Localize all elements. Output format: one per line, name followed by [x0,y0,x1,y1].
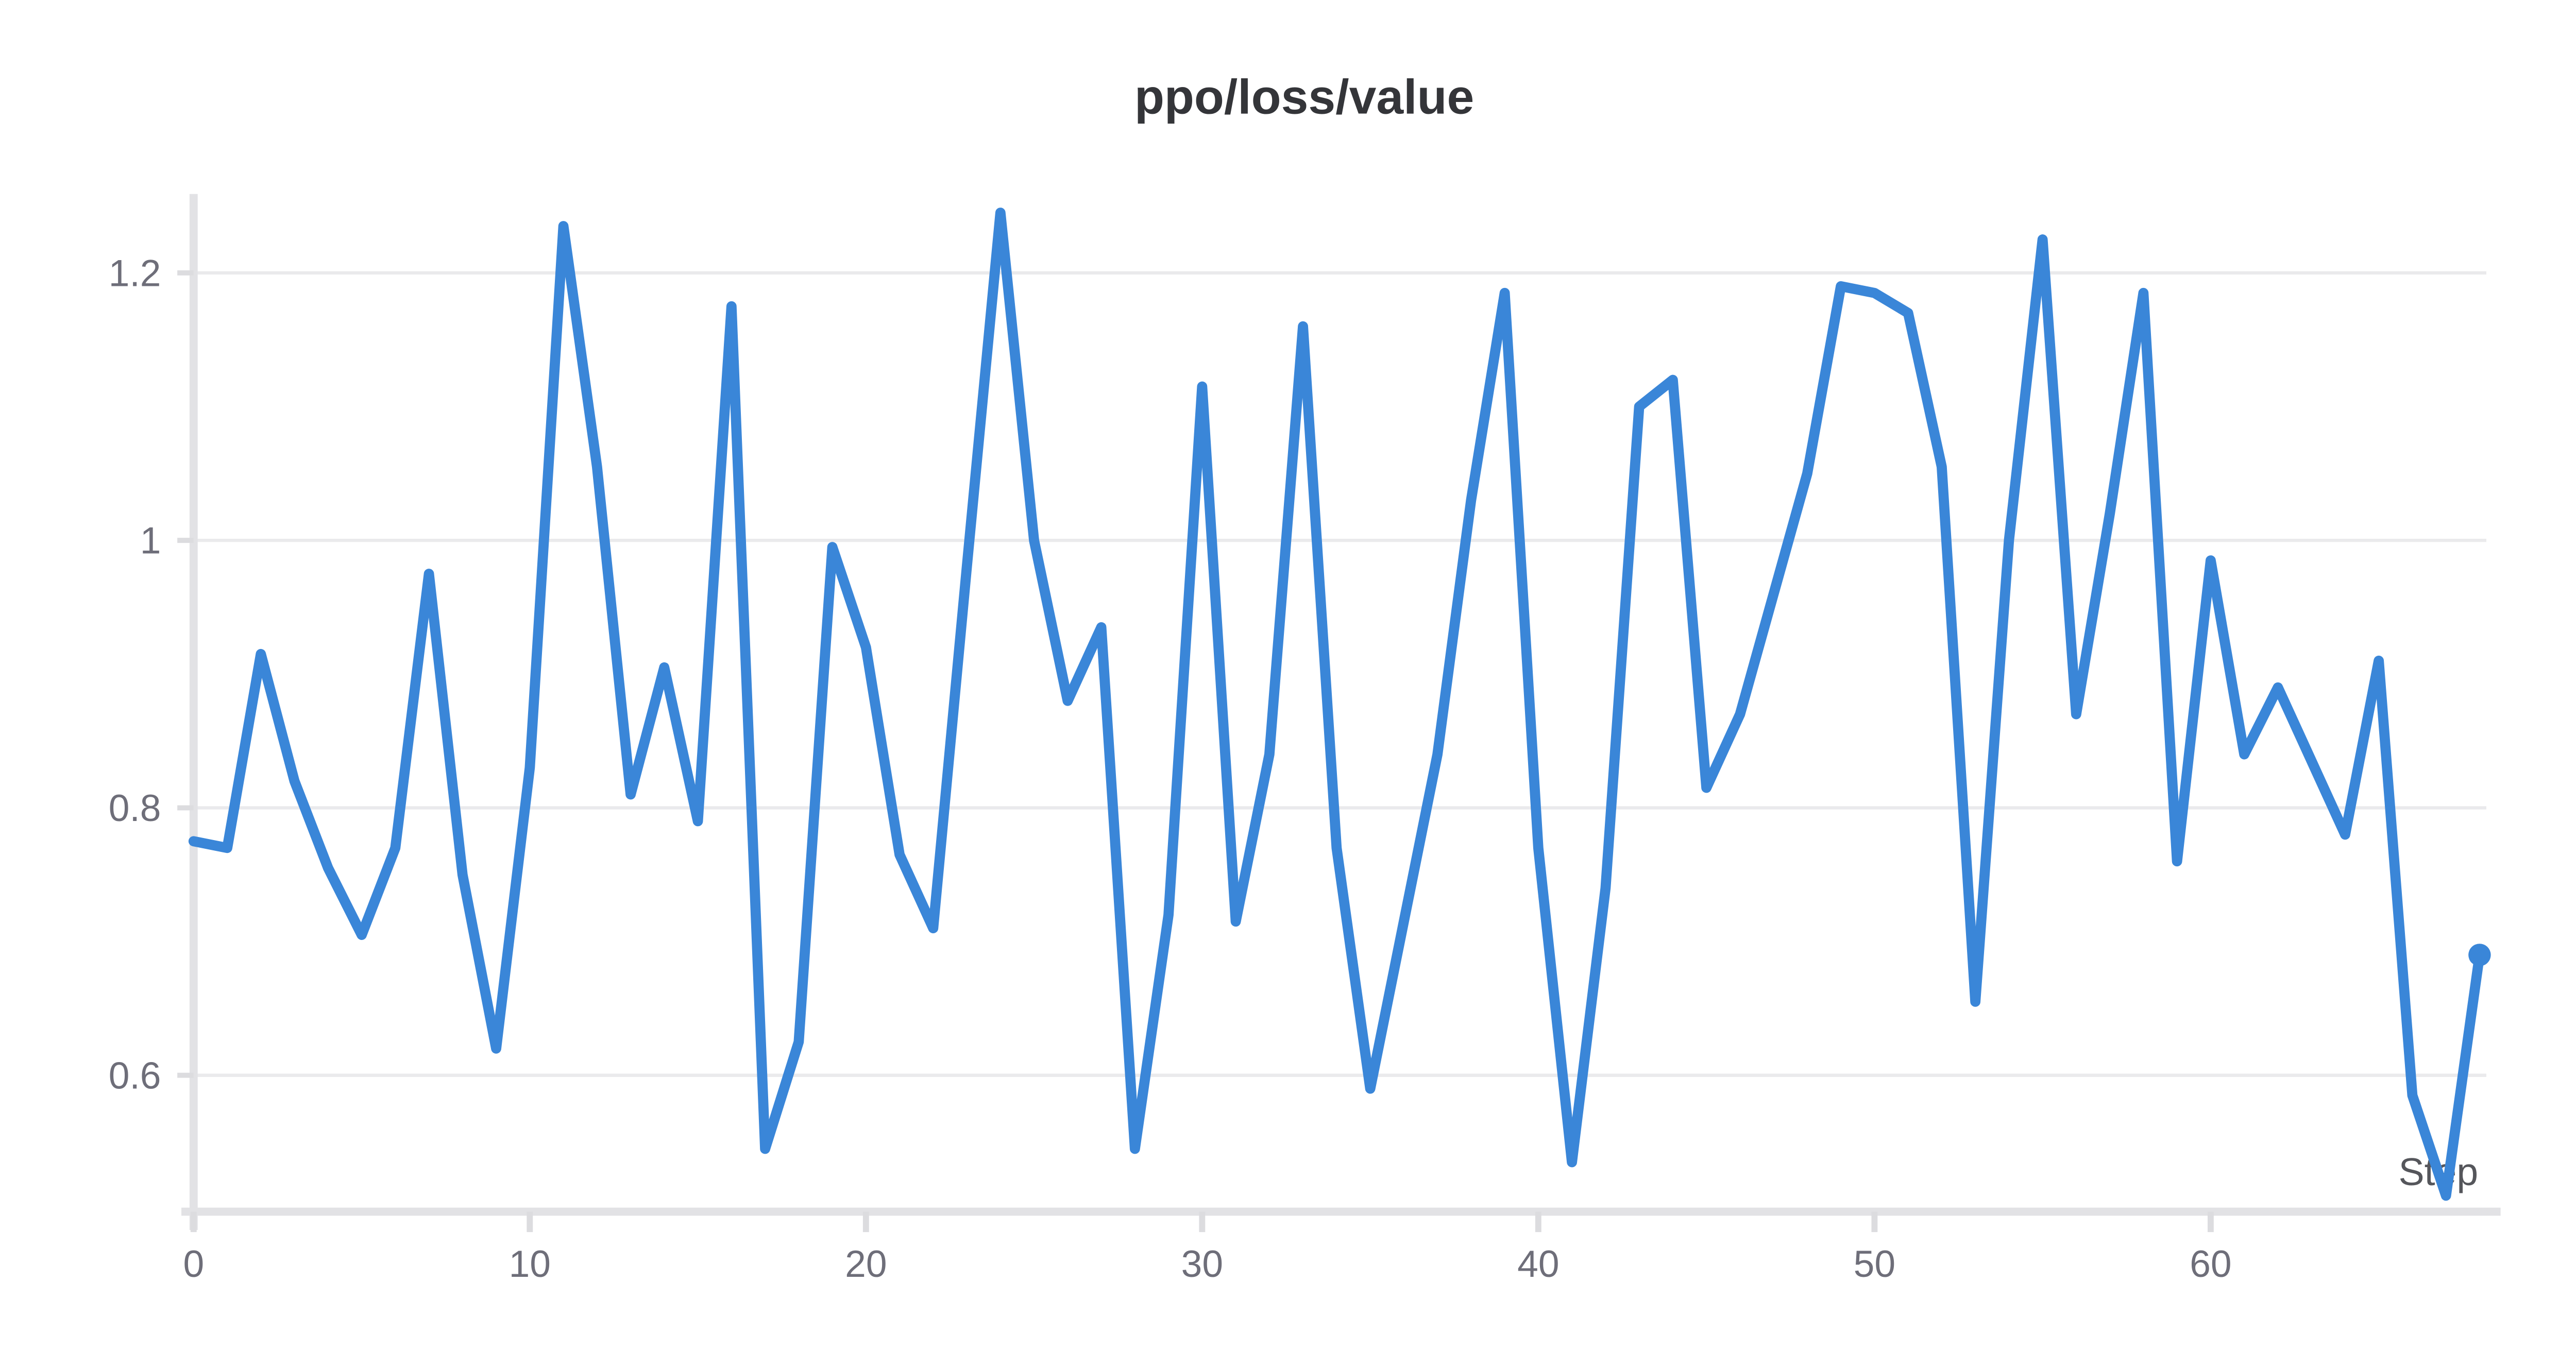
x-axis-tick-labels: 0 10 20 30 40 50 60 [183,1243,2231,1285]
y-tick-label: 0.8 [109,787,161,829]
x-tick-label: 60 [2190,1243,2231,1285]
series-group [188,208,2491,1201]
x-tick-label: 10 [509,1243,551,1285]
x-tick-label: 50 [1854,1243,1895,1285]
x-tick-label: 0 [183,1243,204,1285]
y-tick-label: 1.2 [109,252,161,294]
x-tick-label: 40 [1517,1243,1559,1285]
axis-spines [181,194,2501,1230]
x-tick-label: 20 [845,1243,887,1285]
series-end-dot [2468,944,2491,966]
x-tick-label: 30 [1181,1243,1223,1285]
y-axis-tick-labels: 1.2 1 0.8 0.6 [109,252,161,1097]
series-line [188,208,2485,1201]
y-tick-label: 1 [140,520,161,562]
y-tick-label: 0.6 [109,1054,161,1097]
chart-title: ppo/loss/value [1134,70,1474,124]
axis-tick-marks [177,270,2214,1233]
